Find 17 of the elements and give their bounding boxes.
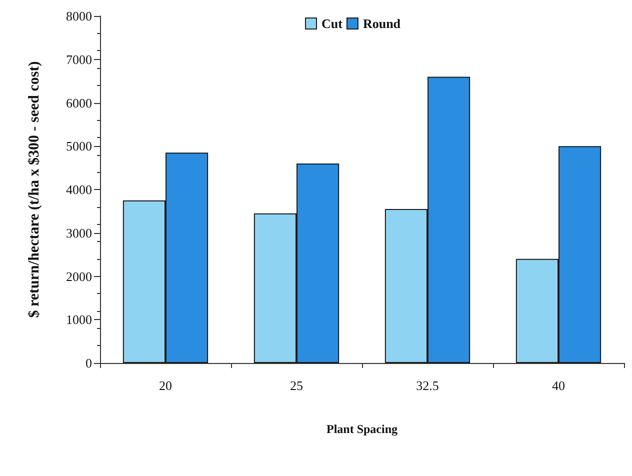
legend-label: Cut [322,16,344,31]
legend-label: Round [362,16,402,31]
y-tick-label: 2000 [66,268,92,284]
x-tick-label: 25 [290,378,303,393]
x-tick-label: 40 [552,378,565,393]
y-tick-label: 8000 [66,8,92,24]
y-tick-label: 5000 [66,138,92,154]
y-tick-label: 1000 [66,312,92,328]
x-tick-label: 20 [159,378,172,393]
y-tick-label: 6000 [66,95,92,110]
y-tick-label: 0 [86,356,92,370]
y-axis-title: $ return/hectare (t/ha x $300 - seed cost) [26,61,42,318]
x-tick-label: 32.5 [416,378,439,393]
y-tick-label: 3000 [66,225,92,240]
x-axis-title: Plant Spacing [326,422,398,436]
y-tick-label: 4000 [66,182,92,197]
y-tick-label: 7000 [66,52,92,67]
